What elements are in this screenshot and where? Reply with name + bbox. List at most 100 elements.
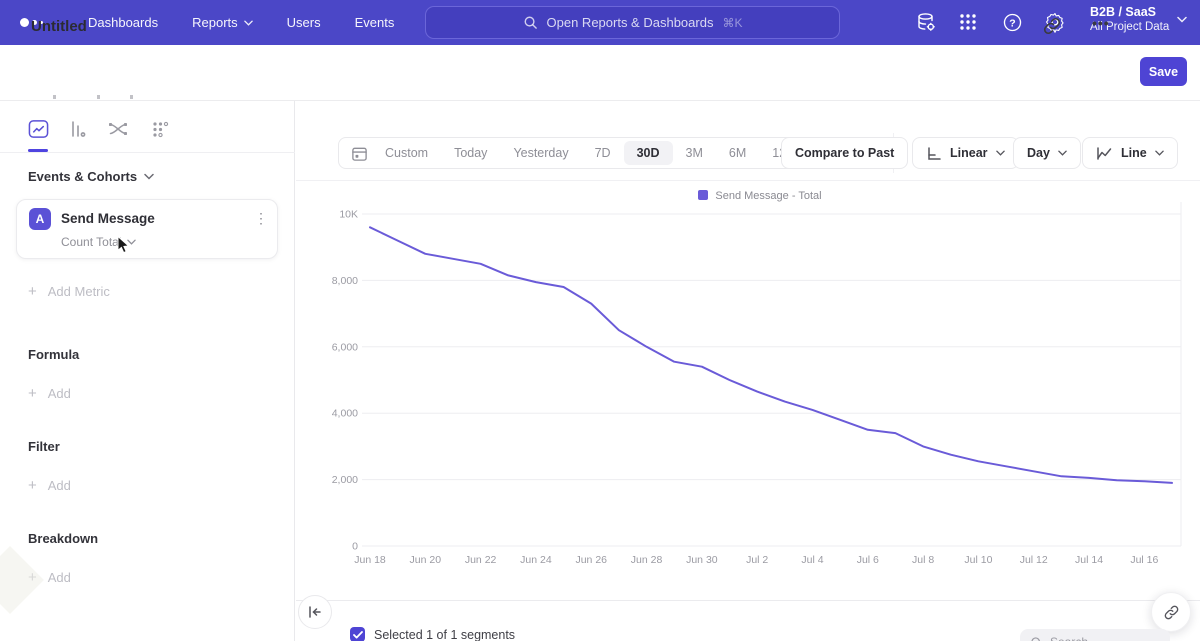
clipped-content-fragment [53, 95, 56, 99]
save-button[interactable]: Save [1140, 57, 1187, 86]
chart-type-dropdown[interactable]: Line [1082, 137, 1178, 169]
range-yesterday[interactable]: Yesterday [513, 146, 569, 160]
tab-insights-active[interactable] [26, 117, 50, 141]
nav-item-dashboards[interactable]: Dashboards [88, 15, 159, 30]
add-metric-button[interactable]: + Add Metric [28, 283, 110, 300]
check-icon [352, 630, 363, 638]
formula-heading: Formula [28, 347, 80, 362]
report-title[interactable]: Untitled [31, 18, 87, 35]
range-6m[interactable]: 6M [728, 146, 747, 160]
chevron-down-icon [144, 173, 154, 180]
range-today[interactable]: Today [454, 146, 488, 160]
project-scope: All Project Data [1090, 21, 1170, 33]
metric-card[interactable]: A Send Message ⋮ Count Total [16, 199, 278, 259]
controls-divider [296, 180, 1200, 181]
clipped-content-fragment [97, 95, 100, 99]
svg-text:Jul 2: Jul 2 [746, 554, 768, 566]
svg-text:Jul 12: Jul 12 [1020, 554, 1048, 566]
flows-icon [109, 123, 127, 135]
active-tab-indicator [28, 149, 48, 152]
collapse-sidebar-button[interactable] [298, 595, 332, 629]
svg-text:Jun 24: Jun 24 [520, 554, 552, 566]
apps-grid-icon[interactable] [954, 8, 982, 36]
date-range-segmented-control: Custom Today Yesterday 7D 30D 3M 6M 12M [338, 137, 817, 169]
metric-aggregation-dropdown[interactable]: Count Total [61, 235, 136, 249]
legend-label: Send Message - Total [715, 190, 822, 202]
svg-text:10K: 10K [339, 209, 358, 221]
nav-item-events[interactable]: Events [354, 15, 395, 30]
project-name: B2B / SaaS [1090, 5, 1157, 19]
nav-item-reports[interactable]: Reports [192, 15, 253, 30]
footer-divider [296, 600, 1200, 601]
svg-text:Jul 6: Jul 6 [857, 554, 879, 566]
chart-panel: Custom Today Yesterday 7D 30D 3M 6M 12M … [296, 101, 1200, 641]
chevron-down-icon [1058, 150, 1067, 156]
filter-heading: Filter [28, 439, 60, 454]
metric-badge: A [29, 208, 51, 230]
collapse-left-icon [309, 606, 321, 618]
svg-text:Jul 4: Jul 4 [801, 554, 823, 566]
tab-funnels[interactable] [66, 117, 90, 141]
segments-search[interactable] [1020, 629, 1170, 641]
range-custom[interactable]: Custom [385, 146, 429, 160]
segments-checkbox[interactable] [350, 627, 365, 641]
nav-item-users[interactable]: Users [286, 15, 321, 30]
calendar-icon[interactable] [351, 145, 368, 162]
metric-event-name[interactable]: Send Message [61, 211, 155, 226]
chevron-down-icon [1177, 16, 1188, 23]
legend-swatch [698, 190, 709, 200]
report-header [0, 45, 1200, 101]
svg-text:4,000: 4,000 [332, 408, 358, 420]
svg-text:6,000: 6,000 [332, 341, 358, 353]
svg-text:0: 0 [352, 541, 358, 553]
project-selector[interactable]: B2B / SaaS All Project Data [1090, 4, 1188, 34]
tab-flows[interactable] [106, 117, 130, 141]
watermark [0, 546, 44, 614]
dot-grid-icon [153, 121, 169, 138]
add-filter-button[interactable]: + Add [28, 477, 71, 494]
breakdown-heading: Breakdown [28, 531, 99, 546]
help-icon[interactable]: ? [998, 8, 1026, 36]
svg-text:Jun 18: Jun 18 [354, 554, 386, 566]
segments-selected-label: Selected 1 of 1 segments [374, 628, 516, 641]
bar-chart-icon [72, 121, 86, 137]
mouse-cursor [117, 235, 132, 259]
segments-search-input[interactable] [1050, 635, 1160, 641]
line-chart-icon [1097, 146, 1112, 160]
range-3m[interactable]: 3M [685, 146, 703, 160]
top-navbar: Dashboards Reports Users Events Open Rep… [0, 0, 1200, 45]
clipped-content-fragment [130, 95, 133, 99]
copy-link-icon[interactable] [1042, 16, 1066, 40]
svg-text:Jun 26: Jun 26 [575, 554, 607, 566]
mixpanel-logo-icon[interactable] [20, 18, 54, 27]
svg-text:Jun 22: Jun 22 [465, 554, 497, 566]
chevron-down-icon [126, 239, 136, 245]
scale-dropdown[interactable]: Linear [912, 137, 1019, 169]
svg-text:Jul 16: Jul 16 [1130, 554, 1158, 566]
chart-legend[interactable]: Send Message - Total [330, 190, 1190, 202]
svg-text:Jul 14: Jul 14 [1075, 554, 1103, 566]
events-cohorts-heading[interactable]: Events & Cohorts [28, 169, 154, 184]
line-chart-canvas[interactable]: 0 2,000 4,000 6,000 8,000 10K Jun 18 Jun 20 Jun … [330, 200, 1190, 572]
svg-text:2,000: 2,000 [332, 474, 358, 486]
range-30d-active[interactable]: 30D [623, 141, 673, 165]
tab-retention[interactable] [148, 117, 172, 141]
add-formula-button[interactable]: + Add [28, 385, 71, 402]
svg-text:Jul 10: Jul 10 [964, 554, 992, 566]
chevron-down-icon [243, 20, 253, 26]
data-management-icon[interactable] [912, 8, 940, 36]
share-link-button[interactable] [1151, 592, 1191, 632]
global-search-button[interactable]: Open Reports & Dashboards ⌘K [425, 6, 840, 39]
svg-text:Jul 8: Jul 8 [912, 554, 934, 566]
chevron-down-icon [1154, 150, 1164, 156]
chart-type-tabs [0, 115, 295, 153]
compare-to-past-button[interactable]: Compare to Past [781, 137, 909, 169]
metric-kebab-menu[interactable]: ⋮ [254, 210, 268, 226]
interval-dropdown[interactable]: Day [1013, 137, 1081, 169]
more-options-button[interactable]: ••• [1092, 15, 1110, 31]
svg-text:?: ? [1009, 17, 1015, 29]
insights-line-chart-icon [28, 120, 48, 138]
svg-text:8,000: 8,000 [332, 275, 358, 287]
range-7d[interactable]: 7D [594, 146, 611, 160]
